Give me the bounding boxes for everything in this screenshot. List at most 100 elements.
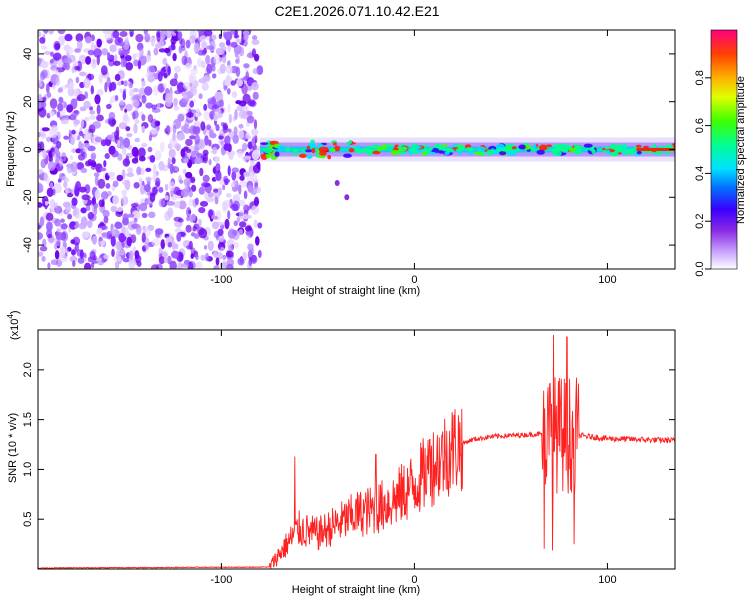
noise-blob <box>40 60 49 69</box>
noise-blob <box>118 232 127 243</box>
noise-blob <box>208 139 212 147</box>
noise-blob <box>247 243 254 251</box>
noise-blob <box>135 224 142 235</box>
band-blob <box>552 144 562 148</box>
noise-blob <box>177 261 183 269</box>
heatmap-noise-region <box>38 30 264 269</box>
noise-blob <box>237 150 243 159</box>
noise-blob <box>231 91 238 98</box>
noise-blob <box>253 119 258 130</box>
noise-blob <box>218 242 222 250</box>
noise-blob <box>189 75 195 84</box>
noise-blob <box>205 54 211 65</box>
noise-blob <box>57 30 66 35</box>
noise-blob <box>144 33 151 43</box>
noise-blob <box>198 207 206 214</box>
noise-blob <box>148 134 152 141</box>
noise-blob <box>56 140 62 149</box>
noise-blob <box>150 264 160 269</box>
noise-blob <box>189 125 198 135</box>
noise-blob <box>155 228 164 235</box>
noise-blob <box>130 203 139 208</box>
noise-blob <box>243 155 252 160</box>
noise-blob <box>223 85 228 91</box>
noise-blob <box>174 228 183 233</box>
noise-blob <box>106 76 111 88</box>
heatmap-y-tick-label: 0 <box>22 146 34 152</box>
noise-blob <box>84 143 91 149</box>
noise-blob <box>238 221 247 228</box>
noise-blob <box>244 225 252 232</box>
noise-blob <box>218 42 226 48</box>
noise-blob <box>47 161 56 171</box>
noise-blob <box>224 31 233 41</box>
noise-blob <box>50 259 59 266</box>
noise-blob <box>149 192 156 203</box>
noise-blob <box>46 187 54 197</box>
noise-blob <box>226 263 234 269</box>
noise-blob <box>160 30 168 39</box>
noise-blob <box>243 204 250 213</box>
noise-blob <box>222 46 227 51</box>
noise-blob <box>75 76 80 84</box>
noise-blob <box>163 256 168 264</box>
noise-blob <box>198 93 203 100</box>
noise-blob <box>106 134 113 140</box>
noise-blob <box>91 58 97 69</box>
noise-blob <box>110 150 119 158</box>
noise-blob <box>233 220 238 227</box>
noise-blob <box>38 132 41 138</box>
noise-blob <box>46 176 51 185</box>
noise-blob <box>46 221 53 232</box>
heatmap-signal-band <box>259 137 675 201</box>
noise-blob <box>81 231 90 239</box>
noise-blob <box>220 122 225 127</box>
noise-blob <box>41 127 50 132</box>
noise-blob <box>68 47 74 54</box>
noise-blob <box>251 128 259 137</box>
noise-blob <box>145 102 153 109</box>
noise-blob <box>194 157 203 165</box>
noise-blob <box>38 224 42 229</box>
noise-blob <box>109 44 117 53</box>
noise-blob <box>203 30 213 37</box>
noise-blob <box>43 51 52 55</box>
noise-blob <box>208 158 212 166</box>
band-blob <box>495 143 505 150</box>
noise-blob <box>207 191 214 198</box>
snr-y-axis: 0.5 1.0 1.5 2.0 <box>22 362 675 527</box>
noise-blob <box>121 189 128 197</box>
noise-blob <box>238 123 244 129</box>
noise-blob <box>246 115 255 124</box>
noise-blob <box>76 162 85 170</box>
noise-blob <box>38 169 44 175</box>
band-blob <box>515 148 520 152</box>
noise-blob <box>48 150 53 159</box>
noise-blob <box>135 33 144 43</box>
snr-ylabel: SNR (10 * v/v) <box>7 413 19 483</box>
noise-blob <box>211 34 217 40</box>
noise-blob <box>155 177 161 187</box>
band-blob <box>636 150 642 155</box>
noise-blob <box>100 139 107 147</box>
noise-blob <box>93 172 100 178</box>
noise-blob <box>158 186 164 193</box>
band-blob <box>311 147 316 154</box>
noise-blob <box>110 81 117 91</box>
noise-blob <box>48 30 54 35</box>
noise-blob <box>96 38 102 48</box>
noise-blob <box>180 188 189 198</box>
noise-blob <box>199 200 209 207</box>
noise-blob <box>77 135 81 141</box>
noise-blob <box>145 167 152 172</box>
noise-blob <box>126 236 132 247</box>
noise-blob <box>69 255 78 263</box>
noise-blob <box>231 150 236 156</box>
band-blob <box>524 144 531 150</box>
noise-blob <box>49 98 58 109</box>
noise-blob <box>214 156 220 163</box>
noise-blob <box>38 232 44 240</box>
noise-blob <box>99 167 107 172</box>
noise-blob <box>118 122 127 130</box>
noise-blob <box>222 184 226 191</box>
